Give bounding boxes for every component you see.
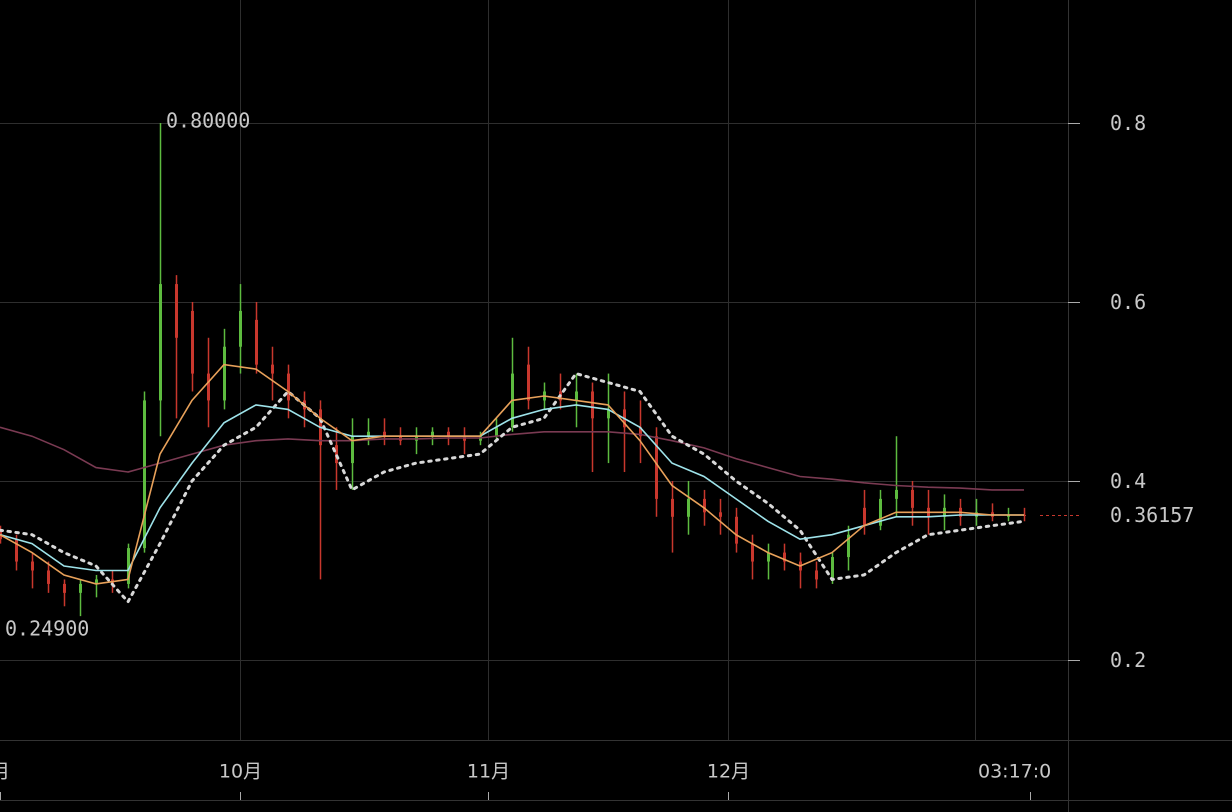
candle-body <box>63 583 66 593</box>
indicator-line <box>0 426 1024 491</box>
candle-body <box>767 552 770 562</box>
candle-body <box>831 557 834 580</box>
candle-body <box>191 310 194 374</box>
candle-body <box>703 498 706 513</box>
candle-body <box>495 427 498 437</box>
x-tick-label: 月 <box>0 761 10 783</box>
candle-body <box>335 445 338 464</box>
candle-body <box>271 364 274 374</box>
candle-body <box>639 427 642 437</box>
x-tick-label: 03:17:0 <box>978 761 1051 783</box>
candle-body <box>1007 514 1010 517</box>
candle-body <box>255 319 258 365</box>
candle-body <box>847 534 850 558</box>
candle-body <box>879 498 882 526</box>
candle-body <box>591 391 594 419</box>
x-tick-label: 11月 <box>467 761 510 783</box>
candle-body <box>607 409 610 419</box>
candle-body <box>735 516 738 544</box>
candle-body <box>383 431 386 437</box>
y-tick-label: 0.6 <box>1110 290 1146 314</box>
indicator-line <box>0 363 1024 585</box>
candle-body <box>527 364 530 401</box>
candle-body <box>31 561 34 571</box>
indicator-line <box>0 371 1026 605</box>
candle-body <box>719 512 722 517</box>
y-tick-label: 0.2 <box>1110 648 1146 672</box>
candle-body <box>207 373 210 401</box>
candle-body <box>671 498 674 517</box>
y-tick-label: 0.4 <box>1110 469 1146 493</box>
candle-body <box>447 431 450 437</box>
candle-body <box>47 570 50 584</box>
y-tick-label: 0.8 <box>1110 111 1146 135</box>
price-annotation: 0.80000 <box>166 108 250 132</box>
candle-body <box>815 570 818 580</box>
candle-body <box>79 583 82 593</box>
candle-body <box>239 310 242 347</box>
candle-body <box>159 284 162 401</box>
candle-body <box>287 373 290 401</box>
price-annotation: 0.24900 <box>5 617 89 641</box>
candle-body <box>655 436 658 499</box>
candle-body <box>431 431 434 437</box>
candle-body <box>863 507 866 526</box>
candle-body <box>143 400 146 549</box>
candle-body <box>1023 514 1026 516</box>
candle-body <box>95 579 98 584</box>
candle-body <box>575 391 578 401</box>
candle-body <box>223 346 226 401</box>
candle-body <box>127 548 130 584</box>
candle-body <box>15 539 18 562</box>
x-tick-label: 10月 <box>219 761 262 783</box>
candle-body <box>367 431 370 437</box>
candle-body <box>351 436 354 464</box>
last-price-label: 0.36157 <box>1110 503 1194 527</box>
candle-body <box>895 489 898 499</box>
candle-body <box>911 489 914 508</box>
candle-body <box>175 284 178 338</box>
indicator-line <box>0 404 1024 572</box>
candle-body <box>687 498 690 517</box>
candle-body <box>751 543 754 562</box>
x-tick-label: 12月 <box>707 761 750 783</box>
candle-body <box>783 552 786 562</box>
